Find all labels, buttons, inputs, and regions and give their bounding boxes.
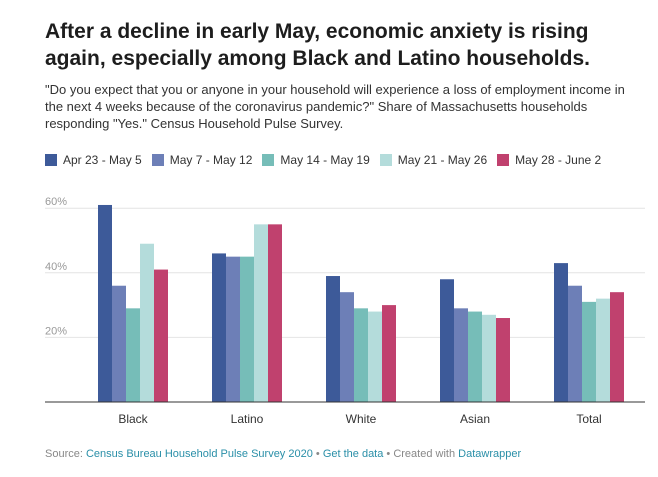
- bar: [154, 269, 168, 402]
- chart-title: After a decline in early May, economic a…: [45, 20, 590, 70]
- legend-item: May 14 - May 19: [262, 153, 370, 167]
- bar: [240, 256, 254, 402]
- legend-label: May 28 - June 2: [515, 153, 602, 167]
- legend-item: May 7 - May 12: [151, 153, 253, 167]
- bar: [212, 253, 226, 402]
- footer-separator: •: [312, 448, 323, 460]
- source-link[interactable]: Census Bureau Household Pulse Survey 202…: [85, 448, 313, 460]
- legend-label: May 7 - May 12: [169, 153, 253, 167]
- bar: [126, 308, 140, 402]
- bar: [568, 285, 582, 402]
- bar: [382, 305, 396, 402]
- x-tick-label: Black: [118, 412, 148, 426]
- y-tick-label: 60%: [45, 196, 67, 208]
- x-tick-label: White: [346, 412, 377, 426]
- x-tick-label: Total: [576, 412, 601, 426]
- x-tick-label: Latino: [231, 412, 264, 426]
- bar-chart: 20% 40% 60% Black Latino White Asian Total: [45, 196, 645, 426]
- legend-label: May 21 - May 26: [397, 153, 488, 167]
- bar: [496, 318, 510, 402]
- bar: [340, 292, 354, 402]
- y-tick-label: 40%: [45, 261, 67, 273]
- bar: [354, 308, 368, 402]
- y-tick-label: 20%: [45, 325, 67, 337]
- created-with-text: • Created with: [383, 448, 459, 460]
- legend-label: May 14 - May 19: [280, 153, 370, 167]
- bar: [440, 279, 454, 402]
- legend-swatch: [497, 154, 510, 166]
- bar: [226, 256, 240, 402]
- bar: [596, 298, 610, 402]
- legend-label: Apr 23 - May 5: [63, 153, 142, 167]
- bar: [554, 263, 568, 402]
- chart-subtitle: "Do you expect that you or anyone in you…: [45, 82, 625, 131]
- bar: [254, 224, 268, 402]
- legend-item: Apr 23 - May 5: [45, 153, 142, 167]
- footer: Source: Census Bureau Household Pulse Su…: [45, 448, 521, 460]
- bar: [140, 243, 154, 402]
- bar: [454, 308, 468, 402]
- x-tick-label: Asian: [460, 412, 490, 426]
- datawrapper-link[interactable]: Datawrapper: [458, 448, 522, 460]
- bar: [482, 314, 496, 402]
- bar: [368, 311, 382, 402]
- legend-item: May 28 - June 2: [497, 153, 601, 167]
- legend: Apr 23 - May 5 May 7 - May 12 May 14 - May…: [45, 153, 611, 167]
- bar: [610, 292, 624, 402]
- legend-swatch: [262, 154, 275, 166]
- get-data-link[interactable]: Get the data: [322, 448, 384, 460]
- bar: [582, 301, 596, 402]
- bar: [98, 204, 112, 402]
- legend-swatch: [151, 154, 164, 166]
- bar: [112, 285, 126, 402]
- bar: [468, 311, 482, 402]
- legend-swatch: [379, 154, 392, 166]
- legend-item: May 21 - May 26: [379, 153, 488, 167]
- legend-swatch: [45, 154, 57, 166]
- bar: [268, 224, 282, 402]
- bar: [326, 276, 340, 402]
- source-prefix: Source:: [45, 448, 86, 460]
